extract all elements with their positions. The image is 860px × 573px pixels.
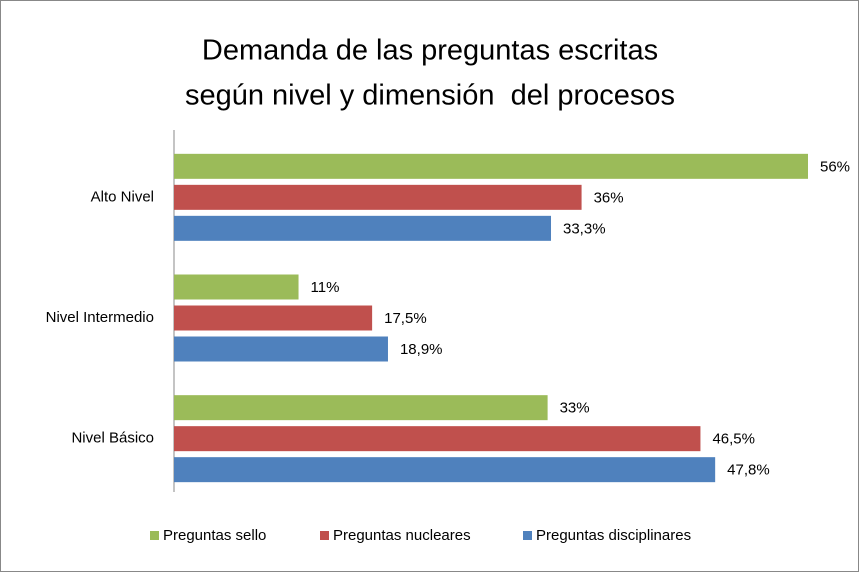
bar [174, 336, 388, 362]
legend-swatch [150, 531, 159, 540]
data-label: 56% [820, 158, 850, 175]
legend-label: Preguntas disciplinares [536, 527, 691, 544]
data-label: 17,5% [384, 310, 427, 327]
y-tick-label: Nivel Intermedio [46, 309, 154, 326]
chart-title: según nivel y dimensión del procesos [185, 80, 675, 112]
data-label: 47,8% [727, 462, 770, 479]
bar [174, 184, 582, 210]
legend-swatch [320, 531, 329, 540]
chart-title: Demanda de las preguntas escritas [202, 35, 658, 67]
bar [174, 274, 299, 300]
bar [174, 457, 716, 483]
data-label: 33,3% [563, 220, 606, 237]
legend-label: Preguntas sello [163, 527, 266, 544]
data-label: 18,9% [400, 341, 443, 358]
legend-label: Preguntas nucleares [333, 527, 471, 544]
data-label: 36% [594, 189, 624, 206]
bar [174, 426, 701, 452]
bar [174, 305, 373, 331]
data-label: 11% [311, 279, 340, 296]
bar [174, 215, 552, 241]
y-tick-label: Alto Nivel [91, 188, 154, 205]
data-label: 33% [560, 400, 590, 417]
y-tick-label: Nivel Básico [71, 430, 154, 447]
bar [174, 395, 548, 421]
bar [174, 153, 808, 179]
legend-swatch [523, 531, 532, 540]
data-label: 46,5% [712, 431, 755, 448]
